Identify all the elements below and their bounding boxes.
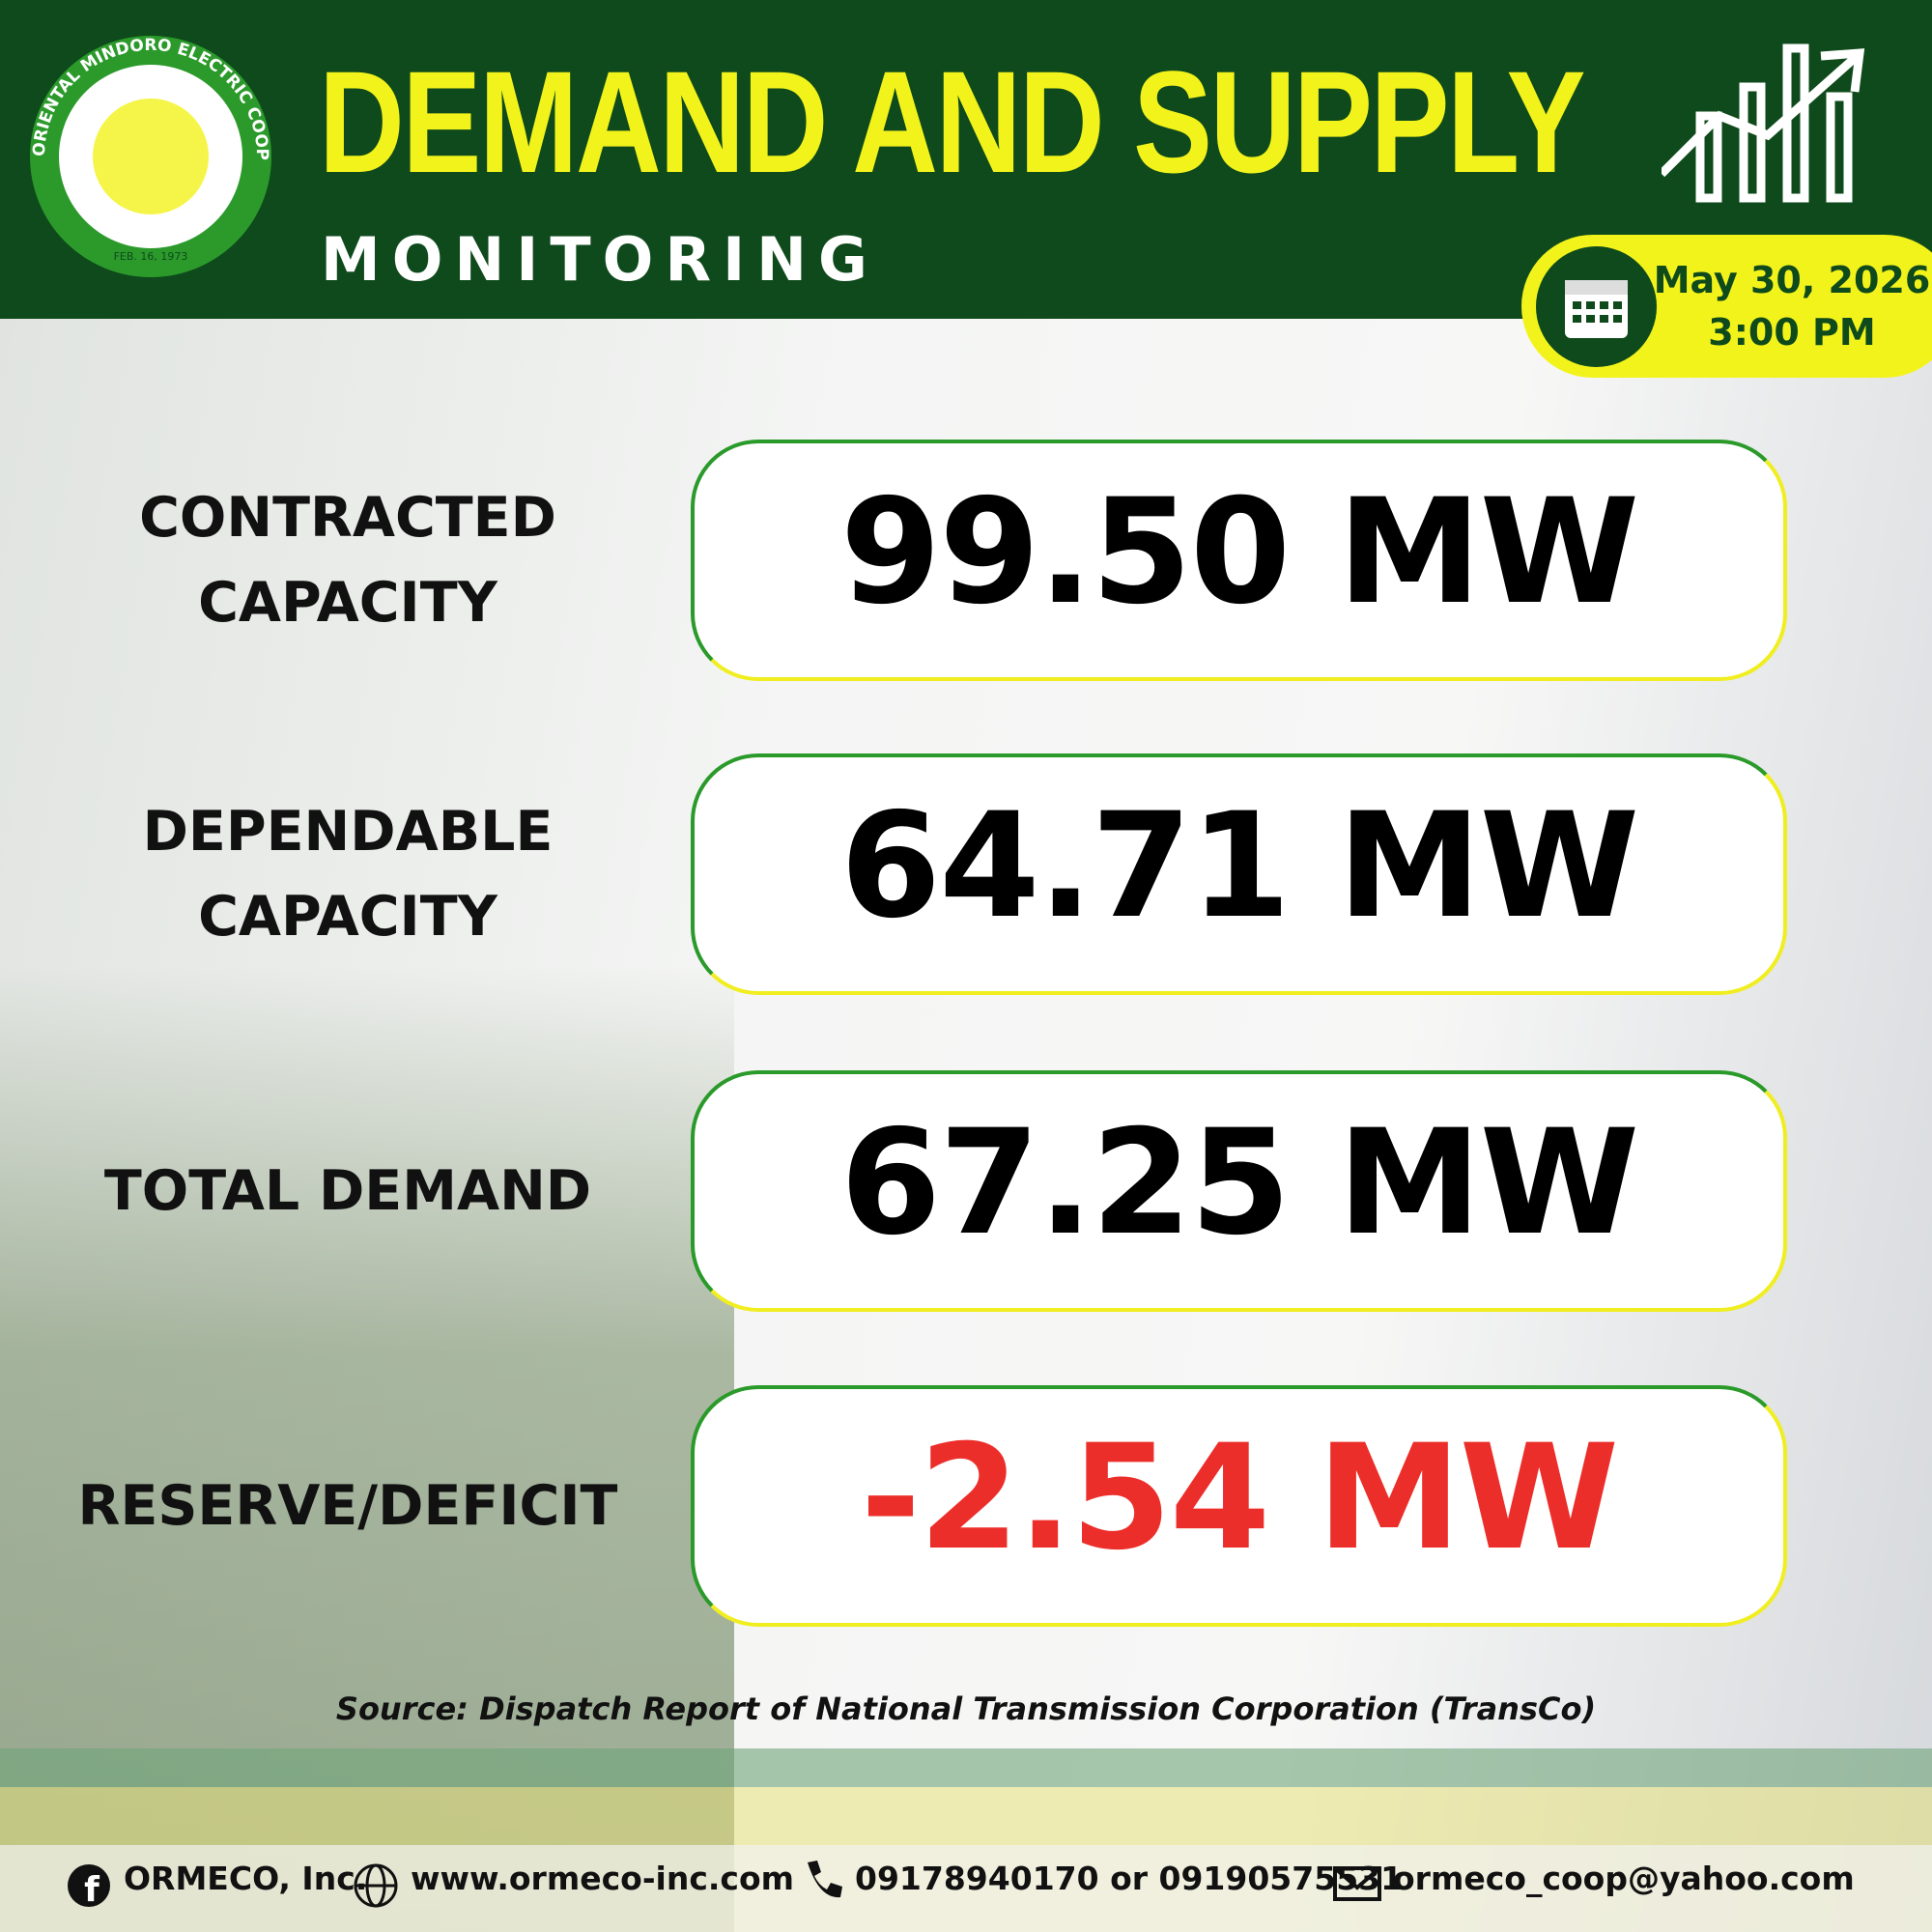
- mail-icon: [1333, 1866, 1381, 1901]
- metric-label: DEPENDABLE CAPACITY: [58, 789, 638, 959]
- header: ORIENTAL MINDORO ELECTRIC COOPERATIVE, I…: [0, 0, 1932, 319]
- calendar-icon: [1536, 246, 1657, 367]
- globe-icon: [354, 1863, 398, 1908]
- value-box: [691, 440, 1787, 681]
- metric-value: 67.25 MW: [839, 1099, 1639, 1267]
- label-line: CAPACITY: [198, 885, 497, 949]
- metric-label: CONTRACTED CAPACITY: [58, 475, 638, 645]
- label-line: TOTAL DEMAND: [103, 1159, 592, 1223]
- metric-label: TOTAL DEMAND: [58, 1149, 638, 1234]
- logo: ORIENTAL MINDORO ELECTRIC COOPERATIVE, I…: [27, 23, 271, 277]
- label-line: DEPENDABLE: [142, 800, 554, 864]
- svg-text:f: f: [84, 1870, 99, 1909]
- building: [0, 1748, 1932, 1932]
- label-line: RESERVE/DEFICIT: [77, 1474, 618, 1538]
- label-line: CAPACITY: [198, 571, 497, 635]
- value-box: [691, 1385, 1787, 1627]
- metric-value: -2.54 MW: [860, 1414, 1619, 1582]
- label-line: CONTRACTED: [139, 486, 556, 550]
- value-box: [691, 1070, 1787, 1312]
- facebook-icon: f: [68, 1864, 110, 1909]
- chart-icon: [1662, 43, 1865, 203]
- subtitle: MONITORING: [321, 224, 879, 295]
- time: 3:00 PM: [1708, 311, 1876, 354]
- website: www.ormeco-inc.com: [411, 1860, 795, 1897]
- phone-icon: [808, 1861, 842, 1898]
- logo-date: FEB. 16, 1973: [114, 250, 188, 263]
- metric-label: RESERVE/DEFICIT: [58, 1463, 638, 1548]
- date: May 30, 2026: [1653, 259, 1931, 301]
- metric-value: 64.71 MW: [839, 782, 1639, 951]
- source: Source: Dispatch Report of National Tran…: [335, 1690, 1597, 1727]
- phone: 09178940170 or 09190575531: [855, 1860, 1404, 1897]
- email: ormeco_coop@yahoo.com: [1393, 1860, 1855, 1897]
- metric-value: 99.50 MW: [839, 469, 1639, 637]
- value-box: [691, 753, 1787, 995]
- facebook: ORMECO, Inc.: [124, 1860, 368, 1897]
- title: DEMAND AND SUPPLY: [319, 41, 1586, 203]
